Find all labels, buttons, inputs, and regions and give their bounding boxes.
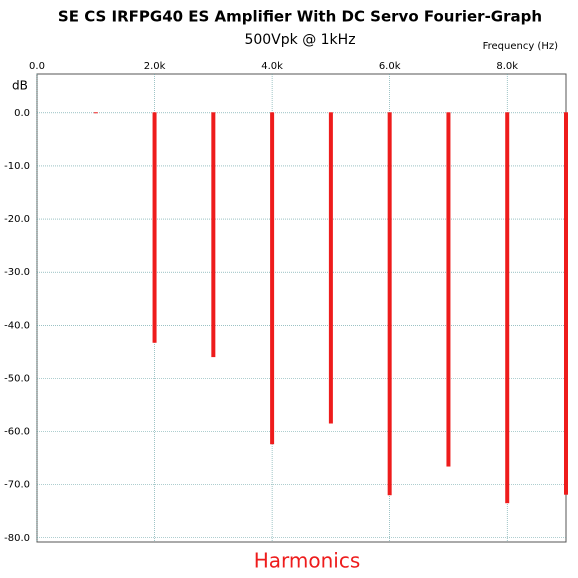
y-tick-label: -40.0 xyxy=(4,320,30,331)
y-tick-label: 0.0 xyxy=(14,108,30,119)
bar xyxy=(211,112,216,358)
y-tick-label: -30.0 xyxy=(4,267,30,278)
x-tick-label: 0.0 xyxy=(29,61,45,72)
y-axis-label: dB xyxy=(12,79,28,93)
y-tick-label: -70.0 xyxy=(4,480,30,491)
bar xyxy=(328,112,333,424)
x-tick-label: 6.0k xyxy=(379,61,401,72)
bar xyxy=(564,112,568,495)
x-tick-label: 8.0k xyxy=(496,61,518,72)
y-tick-label: -50.0 xyxy=(4,373,30,384)
y-tick-label: -10.0 xyxy=(4,161,30,172)
bar xyxy=(505,112,510,504)
bar xyxy=(152,112,157,343)
x-tick-label: 4.0k xyxy=(261,61,283,72)
y-tick-label: -80.0 xyxy=(4,533,30,544)
bar xyxy=(270,112,275,445)
x-tick-label: 2.0k xyxy=(144,61,166,72)
y-tick-label: -60.0 xyxy=(4,427,30,438)
bar xyxy=(446,112,451,467)
y-tick-label: -20.0 xyxy=(4,214,30,225)
bar xyxy=(387,112,392,496)
x-axis-label: Frequency (Hz) xyxy=(483,41,559,52)
chart-title: SE CS IRFPG40 ES Amplifier With DC Servo… xyxy=(58,8,542,26)
annotation: Harmonics xyxy=(254,549,361,573)
chart-subtitle: 500Vpk @ 1kHz xyxy=(244,32,355,48)
bar xyxy=(93,112,98,114)
plot-frame xyxy=(36,73,567,543)
